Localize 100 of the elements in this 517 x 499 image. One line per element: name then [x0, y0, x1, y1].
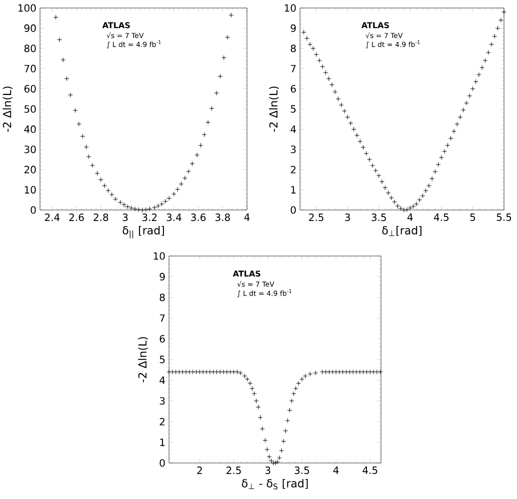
x-tick-label: 4.5: [434, 214, 449, 221]
point: [218, 74, 223, 79]
x-tick-label: 4: [244, 214, 250, 221]
y-tick-label: 1: [291, 186, 296, 194]
y-tick-label: 1: [160, 438, 165, 446]
y-tick-label: 10: [154, 252, 165, 260]
point: [84, 144, 89, 150]
y-tick-label: 80: [24, 44, 36, 52]
x-tick-label: 3: [265, 466, 270, 474]
x-tick-label: 4: [333, 466, 339, 474]
point: [156, 204, 161, 208]
x-axis-title: δ$_{||}$ [rad]: [122, 226, 164, 238]
point: [113, 196, 118, 202]
x-tick-label: 2.8: [94, 214, 108, 222]
y-tick-label: 90: [24, 24, 36, 32]
x-tick-label: 3.5: [372, 214, 386, 222]
y-tick-label: 10: [284, 4, 296, 12]
x-tick-label: 5.5: [496, 214, 512, 221]
point: [125, 204, 130, 210]
x-tick-label: 3: [345, 214, 350, 222]
point: [225, 34, 230, 40]
point: [57, 37, 62, 42]
y-tick-label: 40: [24, 125, 36, 133]
x-tick-label: 3.2: [142, 214, 157, 222]
y-axis-title: -2 Δln(L): [138, 337, 148, 382]
y-tick-label: 9: [290, 24, 296, 32]
y-tick-label: 8: [290, 44, 296, 52]
point: [132, 206, 138, 212]
point: [72, 108, 78, 113]
x-tick-label: 2.5: [309, 214, 324, 222]
point: [194, 152, 200, 158]
point: [98, 177, 104, 182]
y-tick-label: 7: [290, 64, 296, 72]
point: [221, 55, 226, 60]
y-tick-label: 100: [18, 4, 36, 12]
x-tick-label: 3.6: [191, 214, 206, 222]
y-tick-label: 50: [24, 105, 36, 113]
y-tick-label: 5: [160, 356, 165, 364]
x-tick-label: 3.5: [294, 466, 310, 474]
point: [80, 134, 86, 139]
y-tick-label: 0: [160, 459, 165, 467]
point: [228, 12, 234, 18]
y-tick-label: 30: [24, 146, 36, 154]
point: [76, 121, 82, 126]
point: [90, 162, 95, 168]
point: [214, 90, 220, 96]
x-tick-label: 2.4: [44, 214, 60, 221]
point: [206, 120, 210, 125]
y-axis-title: -2 Δln(L): [2, 86, 13, 132]
point: [143, 207, 148, 212]
point: [53, 14, 58, 20]
point: [60, 57, 66, 62]
y-tick-label: 20: [24, 166, 36, 174]
annotation: ATLAS: [361, 22, 389, 28]
y-axis-title: -2 Δln(L): [269, 86, 279, 132]
y-tick-label: 0: [30, 206, 36, 214]
x-tick-label: 4: [407, 214, 413, 221]
point: [159, 201, 164, 206]
x-axis-title: δ$_{⊥}$[rad]: [382, 226, 422, 236]
point: [140, 208, 145, 212]
x-tick-label: 2.5: [226, 466, 241, 474]
point: [128, 206, 134, 210]
point: [147, 206, 152, 212]
y-tick-label: 70: [24, 64, 36, 72]
point: [94, 170, 100, 176]
point: [202, 132, 207, 138]
point: [182, 176, 188, 181]
y-tick-label: 60: [24, 85, 36, 93]
point: [86, 154, 92, 160]
y-tick-label: 2: [290, 166, 296, 174]
x-tick-label: 4.5: [362, 466, 378, 474]
y-tick-label: 9: [160, 272, 165, 280]
y-tick-label: 10: [24, 186, 36, 194]
point: [102, 183, 107, 188]
y-tick-label: 2: [160, 418, 164, 426]
point: [198, 142, 204, 148]
y-tick-label: 6: [160, 335, 165, 343]
point: [109, 192, 114, 198]
x-tick-label: 3.4: [166, 214, 182, 222]
y-tick-label: 3: [160, 397, 165, 405]
y-tick-label: 3: [290, 146, 296, 154]
point: [186, 168, 192, 174]
x-tick-label: 5: [470, 214, 476, 221]
x-tick-label: 2.6: [69, 214, 84, 222]
y-tick-label: 5: [290, 105, 296, 113]
annotation: ATLAS: [102, 22, 130, 28]
annotation: ATLAS: [232, 270, 260, 277]
y-tick-label: 0: [290, 206, 296, 214]
point: [209, 106, 214, 111]
y-tick-label: 6: [290, 85, 296, 93]
point: [171, 192, 176, 196]
point: [178, 181, 184, 186]
point: [64, 76, 70, 82]
point: [68, 92, 73, 98]
point: [166, 196, 172, 201]
y-tick-label: 4: [160, 376, 165, 384]
point: [175, 186, 180, 192]
point: [122, 202, 126, 208]
x-axis-title: δ$_{⊥}$ - δ$_{S}$ [rad]: [242, 478, 308, 490]
point: [152, 205, 157, 210]
